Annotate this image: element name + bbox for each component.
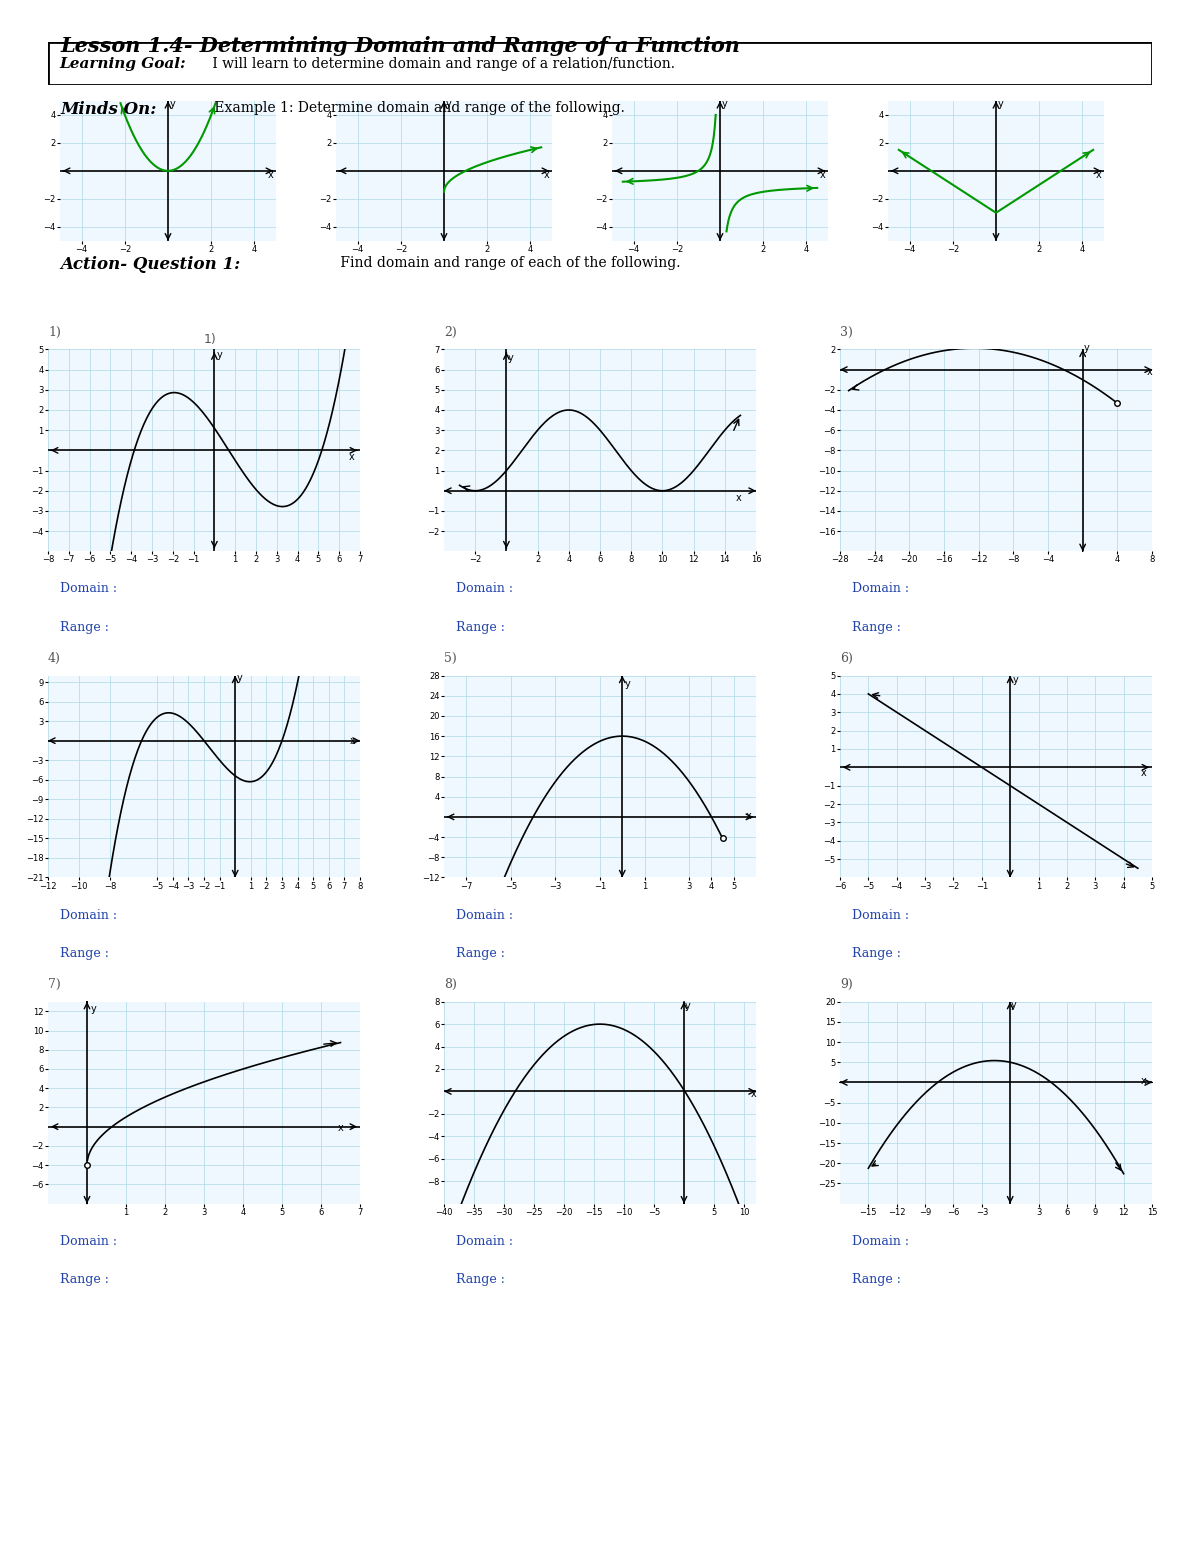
Text: y: y	[1013, 676, 1019, 685]
Text: x: x	[1146, 367, 1152, 377]
Text: Minds On:: Minds On:	[60, 101, 156, 118]
Text: I will learn to determine domain and range of a relation/function.: I will learn to determine domain and ran…	[208, 56, 676, 71]
Text: Range :: Range :	[60, 947, 113, 960]
Text: y: y	[998, 98, 1004, 109]
Text: y: y	[236, 672, 242, 683]
Text: Range :: Range :	[852, 947, 905, 960]
Text: 4): 4)	[48, 652, 61, 665]
Text: x: x	[350, 736, 355, 745]
Text: y: y	[684, 1000, 690, 1011]
Text: x: x	[268, 169, 274, 180]
Text: y: y	[91, 1003, 97, 1014]
Text: x: x	[1141, 769, 1146, 778]
Text: Lesson 1.4- Determining Domain and Range of a Function: Lesson 1.4- Determining Domain and Range…	[60, 36, 740, 56]
Text: 7): 7)	[48, 978, 61, 991]
Text: x: x	[750, 1089, 756, 1100]
Text: Domain :: Domain :	[852, 909, 913, 921]
Text: Domain :: Domain :	[456, 1235, 517, 1247]
Text: y: y	[1012, 1000, 1016, 1009]
Text: Range :: Range :	[60, 1273, 113, 1286]
Text: Domain :: Domain :	[60, 909, 121, 921]
Text: Action- Question 1:: Action- Question 1:	[60, 256, 240, 273]
Text: Domain :: Domain :	[60, 1235, 121, 1247]
Text: Range :: Range :	[456, 947, 509, 960]
Text: Domain :: Domain :	[60, 582, 121, 595]
Text: Domain :: Domain :	[456, 909, 517, 921]
Text: Range :: Range :	[852, 1273, 905, 1286]
Text: y: y	[170, 98, 176, 109]
Text: 5): 5)	[444, 652, 457, 665]
Text: x: x	[736, 492, 742, 503]
Text: y: y	[446, 98, 452, 109]
Text: Domain :: Domain :	[852, 582, 913, 595]
Text: x: x	[820, 169, 826, 180]
Text: 8): 8)	[444, 978, 457, 991]
Text: Find domain and range of each of the following.: Find domain and range of each of the fol…	[336, 256, 680, 270]
Text: x: x	[745, 811, 751, 822]
Text: x: x	[1141, 1076, 1146, 1087]
Text: y: y	[1084, 343, 1090, 353]
Text: Example 1: Determine domain and range of the following.: Example 1: Determine domain and range of…	[210, 101, 625, 115]
Text: y: y	[216, 349, 222, 359]
Text: 2): 2)	[444, 326, 457, 339]
Text: 6): 6)	[840, 652, 853, 665]
Text: x: x	[544, 169, 550, 180]
Text: x: x	[348, 452, 354, 463]
Text: Learning Goal:: Learning Goal:	[59, 56, 186, 71]
Text: Range :: Range :	[456, 1273, 509, 1286]
Text: 1): 1)	[204, 334, 217, 346]
Text: 9): 9)	[840, 978, 853, 991]
Text: y: y	[508, 353, 514, 363]
Text: Range :: Range :	[852, 621, 905, 634]
Text: Range :: Range :	[60, 621, 113, 634]
Text: Domain :: Domain :	[456, 582, 517, 595]
Text: x: x	[338, 1123, 344, 1134]
Text: Domain :: Domain :	[852, 1235, 913, 1247]
Text: Range :: Range :	[456, 621, 509, 634]
Text: y: y	[722, 98, 728, 109]
Text: 3): 3)	[840, 326, 853, 339]
Text: y: y	[624, 679, 630, 690]
Text: x: x	[1096, 169, 1102, 180]
Text: 1): 1)	[48, 326, 61, 339]
